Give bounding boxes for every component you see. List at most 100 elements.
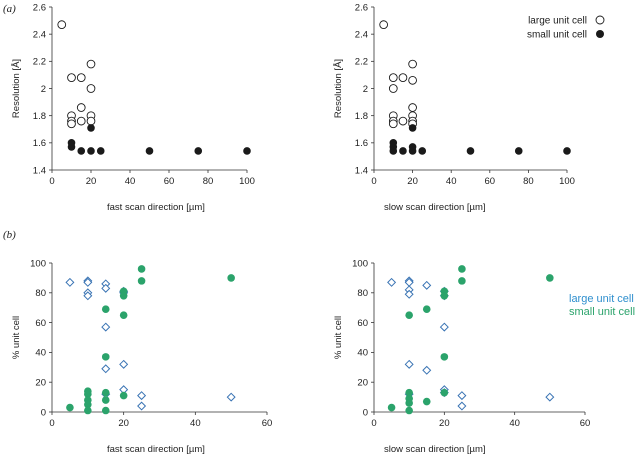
y-tick-label: 60 <box>35 318 46 329</box>
data-point-open-circle <box>67 119 76 129</box>
y-tick-label: 2.6 <box>355 2 368 13</box>
data-point-open-circle <box>388 73 398 82</box>
y-tick-label: 80 <box>35 288 46 299</box>
data-point-filled-circle <box>563 147 571 155</box>
y-tick-label: 1.8 <box>355 111 368 122</box>
data-point-open-diamond <box>101 322 111 332</box>
data-point-open-circle <box>76 116 86 126</box>
x-tick-label: 60 <box>164 176 175 187</box>
data-point-filled-circle <box>546 274 554 282</box>
legend-label-large: large unit cell <box>569 293 634 305</box>
x-tick-label: 80 <box>203 176 214 187</box>
x-axis-label: slow scan direction [µm] <box>384 444 486 455</box>
y-tick-label: 1.4 <box>33 165 46 176</box>
data-point-open-diamond <box>101 283 111 293</box>
x-tick-label: 20 <box>86 176 97 187</box>
data-point-open-diamond <box>457 391 467 401</box>
data-point-filled-circle <box>101 388 110 397</box>
x-tick-label: 60 <box>485 176 496 187</box>
data-point-filled-circle <box>408 147 417 155</box>
x-tick-label: 20 <box>439 418 450 429</box>
y-tick-label: 1.6 <box>355 138 368 149</box>
data-point-filled-circle <box>440 291 449 300</box>
data-point-filled-circle <box>440 353 449 361</box>
x-tick-label: 80 <box>523 176 534 187</box>
data-point-filled-circle <box>514 147 523 155</box>
data-point-filled-circle <box>101 396 110 404</box>
data-point-open-circle <box>398 116 408 126</box>
data-point-filled-circle <box>84 390 92 398</box>
y-tick-label: 40 <box>35 348 46 359</box>
x-tick-label: 20 <box>407 176 418 187</box>
legend-marker-filled-circle <box>596 30 604 38</box>
y-tick-label: 2.4 <box>33 29 46 40</box>
data-point-open-circle <box>86 84 96 93</box>
data-point-open-circle <box>388 119 398 129</box>
x-tick-label: 40 <box>509 418 520 429</box>
y-tick-label: 1.8 <box>33 111 46 122</box>
data-point-open-diamond <box>226 392 236 402</box>
y-axis-label: % unit cell <box>11 316 22 359</box>
data-point-open-circle <box>398 73 408 82</box>
y-tick-label: 2.4 <box>355 29 368 40</box>
y-tick-label: 2.6 <box>33 2 46 13</box>
data-point-filled-circle <box>145 147 154 155</box>
data-point-open-circle <box>57 20 67 30</box>
data-point-filled-circle <box>422 305 431 313</box>
data-point-filled-circle <box>84 406 92 415</box>
data-point-open-circle <box>86 59 96 69</box>
y-tick-label: 100 <box>352 258 368 269</box>
data-point-filled-circle <box>243 147 251 155</box>
panel-label-b: (b) <box>3 229 16 241</box>
y-tick-label: 0 <box>41 407 46 418</box>
y-axis-label: Resolution [Å] <box>11 59 22 118</box>
x-tick-label: 0 <box>49 176 54 187</box>
data-point-filled-circle <box>137 277 146 285</box>
data-point-open-circle <box>379 20 389 30</box>
y-axis-label: Resolution [Å] <box>333 59 344 118</box>
data-point-filled-circle <box>119 391 128 400</box>
y-tick-label: 1.6 <box>33 138 46 149</box>
data-point-filled-circle <box>422 397 431 406</box>
data-point-filled-circle <box>101 406 110 415</box>
data-point-open-circle <box>86 116 96 126</box>
chart-4: 0 20 40 60 0 20 40 60 80 100 slow scan direction [… <box>333 258 635 455</box>
data-point-filled-circle <box>405 311 413 319</box>
data-point-open-diamond <box>137 391 147 401</box>
legend-marker-open-circle <box>595 15 605 25</box>
data-point-open-diamond <box>65 277 75 287</box>
data-point-open-diamond <box>404 289 414 299</box>
data-point-filled-circle <box>399 147 407 155</box>
data-point-filled-circle <box>227 274 235 282</box>
x-tick-label: 100 <box>239 176 255 187</box>
data-point-open-diamond <box>422 280 432 290</box>
data-point-open-circle <box>408 75 417 85</box>
data-point-filled-circle <box>466 147 475 155</box>
y-tick-label: 2 <box>363 84 368 95</box>
data-point-filled-circle <box>66 403 74 412</box>
data-point-open-diamond <box>83 277 93 287</box>
x-tick-label: 0 <box>49 418 54 429</box>
data-point-open-diamond <box>457 401 467 411</box>
data-point-filled-circle <box>101 305 110 313</box>
data-point-filled-circle <box>405 399 413 407</box>
chart-1: 0 20 40 60 80 100 1.4 1.6 1.8 2 2.2 2.4 2.6 fast scan… <box>11 2 255 213</box>
data-point-filled-circle <box>458 277 466 285</box>
x-tick-label: 0 <box>371 176 376 187</box>
data-point-open-diamond <box>387 277 397 287</box>
x-tick-label: 40 <box>125 176 136 187</box>
data-point-filled-circle <box>137 265 146 273</box>
x-tick-label: 60 <box>262 418 273 429</box>
x-tick-label: 0 <box>371 418 376 429</box>
data-point-open-circle <box>67 73 76 82</box>
data-point-open-circle <box>408 103 417 112</box>
data-point-open-circle <box>76 73 86 82</box>
legend-label-large: large unit cell <box>528 16 587 27</box>
y-tick-label: 20 <box>35 378 46 389</box>
x-tick-label: 60 <box>580 418 591 429</box>
x-tick-label: 20 <box>118 418 129 429</box>
data-point-filled-circle <box>194 147 203 155</box>
data-point-filled-circle <box>440 388 449 397</box>
